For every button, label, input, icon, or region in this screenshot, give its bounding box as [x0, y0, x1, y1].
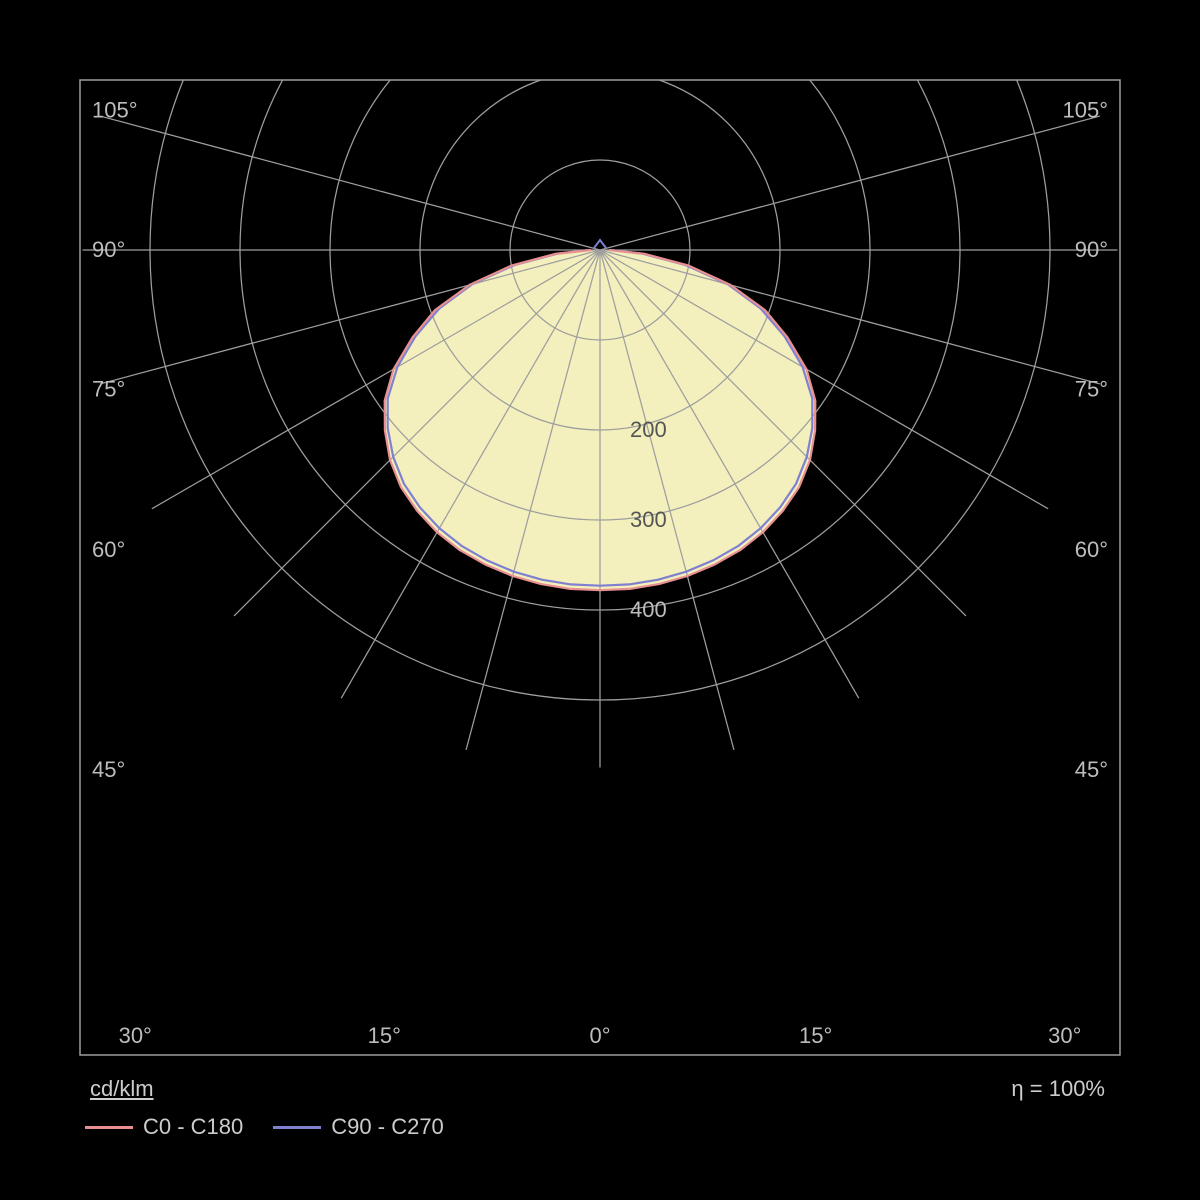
- angle-label: 75°: [92, 376, 125, 401]
- angle-label: 45°: [92, 757, 125, 782]
- legend-item-c90: C90 - C270: [273, 1114, 444, 1140]
- angle-label: 60°: [92, 537, 125, 562]
- legend: C0 - C180 C90 - C270: [85, 1108, 444, 1140]
- unit-label: cd/klm: [90, 1076, 154, 1102]
- angle-label: 105°: [92, 98, 138, 123]
- legend-label-c90: C90 - C270: [331, 1114, 444, 1140]
- polar-diagram-svg: 200 300 400 105° 105° 90° 90° 75° 75° 60° 60° 45° 45…: [0, 0, 1200, 1200]
- angle-label: 30°: [119, 1023, 152, 1048]
- ring-label: 400: [630, 597, 667, 622]
- angle-label: 0°: [589, 1023, 610, 1048]
- polar-diagram-container: 200 300 400 105° 105° 90° 90° 75° 75° 60° 60° 45° 45…: [0, 0, 1200, 1200]
- angle-label: 15°: [799, 1023, 832, 1048]
- legend-swatch-c0: [85, 1126, 133, 1129]
- ring-label: 200: [630, 417, 667, 442]
- angle-label: 90°: [92, 237, 125, 262]
- angle-label: 45°: [1075, 757, 1108, 782]
- ring-label: 300: [630, 507, 667, 532]
- legend-label-c0: C0 - C180: [143, 1114, 243, 1140]
- angle-label: 75°: [1075, 376, 1108, 401]
- legend-item-c0: C0 - C180: [85, 1114, 243, 1140]
- angle-label: 30°: [1048, 1023, 1081, 1048]
- angle-label: 105°: [1062, 98, 1108, 123]
- angle-label: 90°: [1075, 237, 1108, 262]
- legend-swatch-c90: [273, 1126, 321, 1129]
- angle-label: 15°: [368, 1023, 401, 1048]
- efficiency-label: η = 100%: [1011, 1076, 1105, 1102]
- angle-label: 60°: [1075, 537, 1108, 562]
